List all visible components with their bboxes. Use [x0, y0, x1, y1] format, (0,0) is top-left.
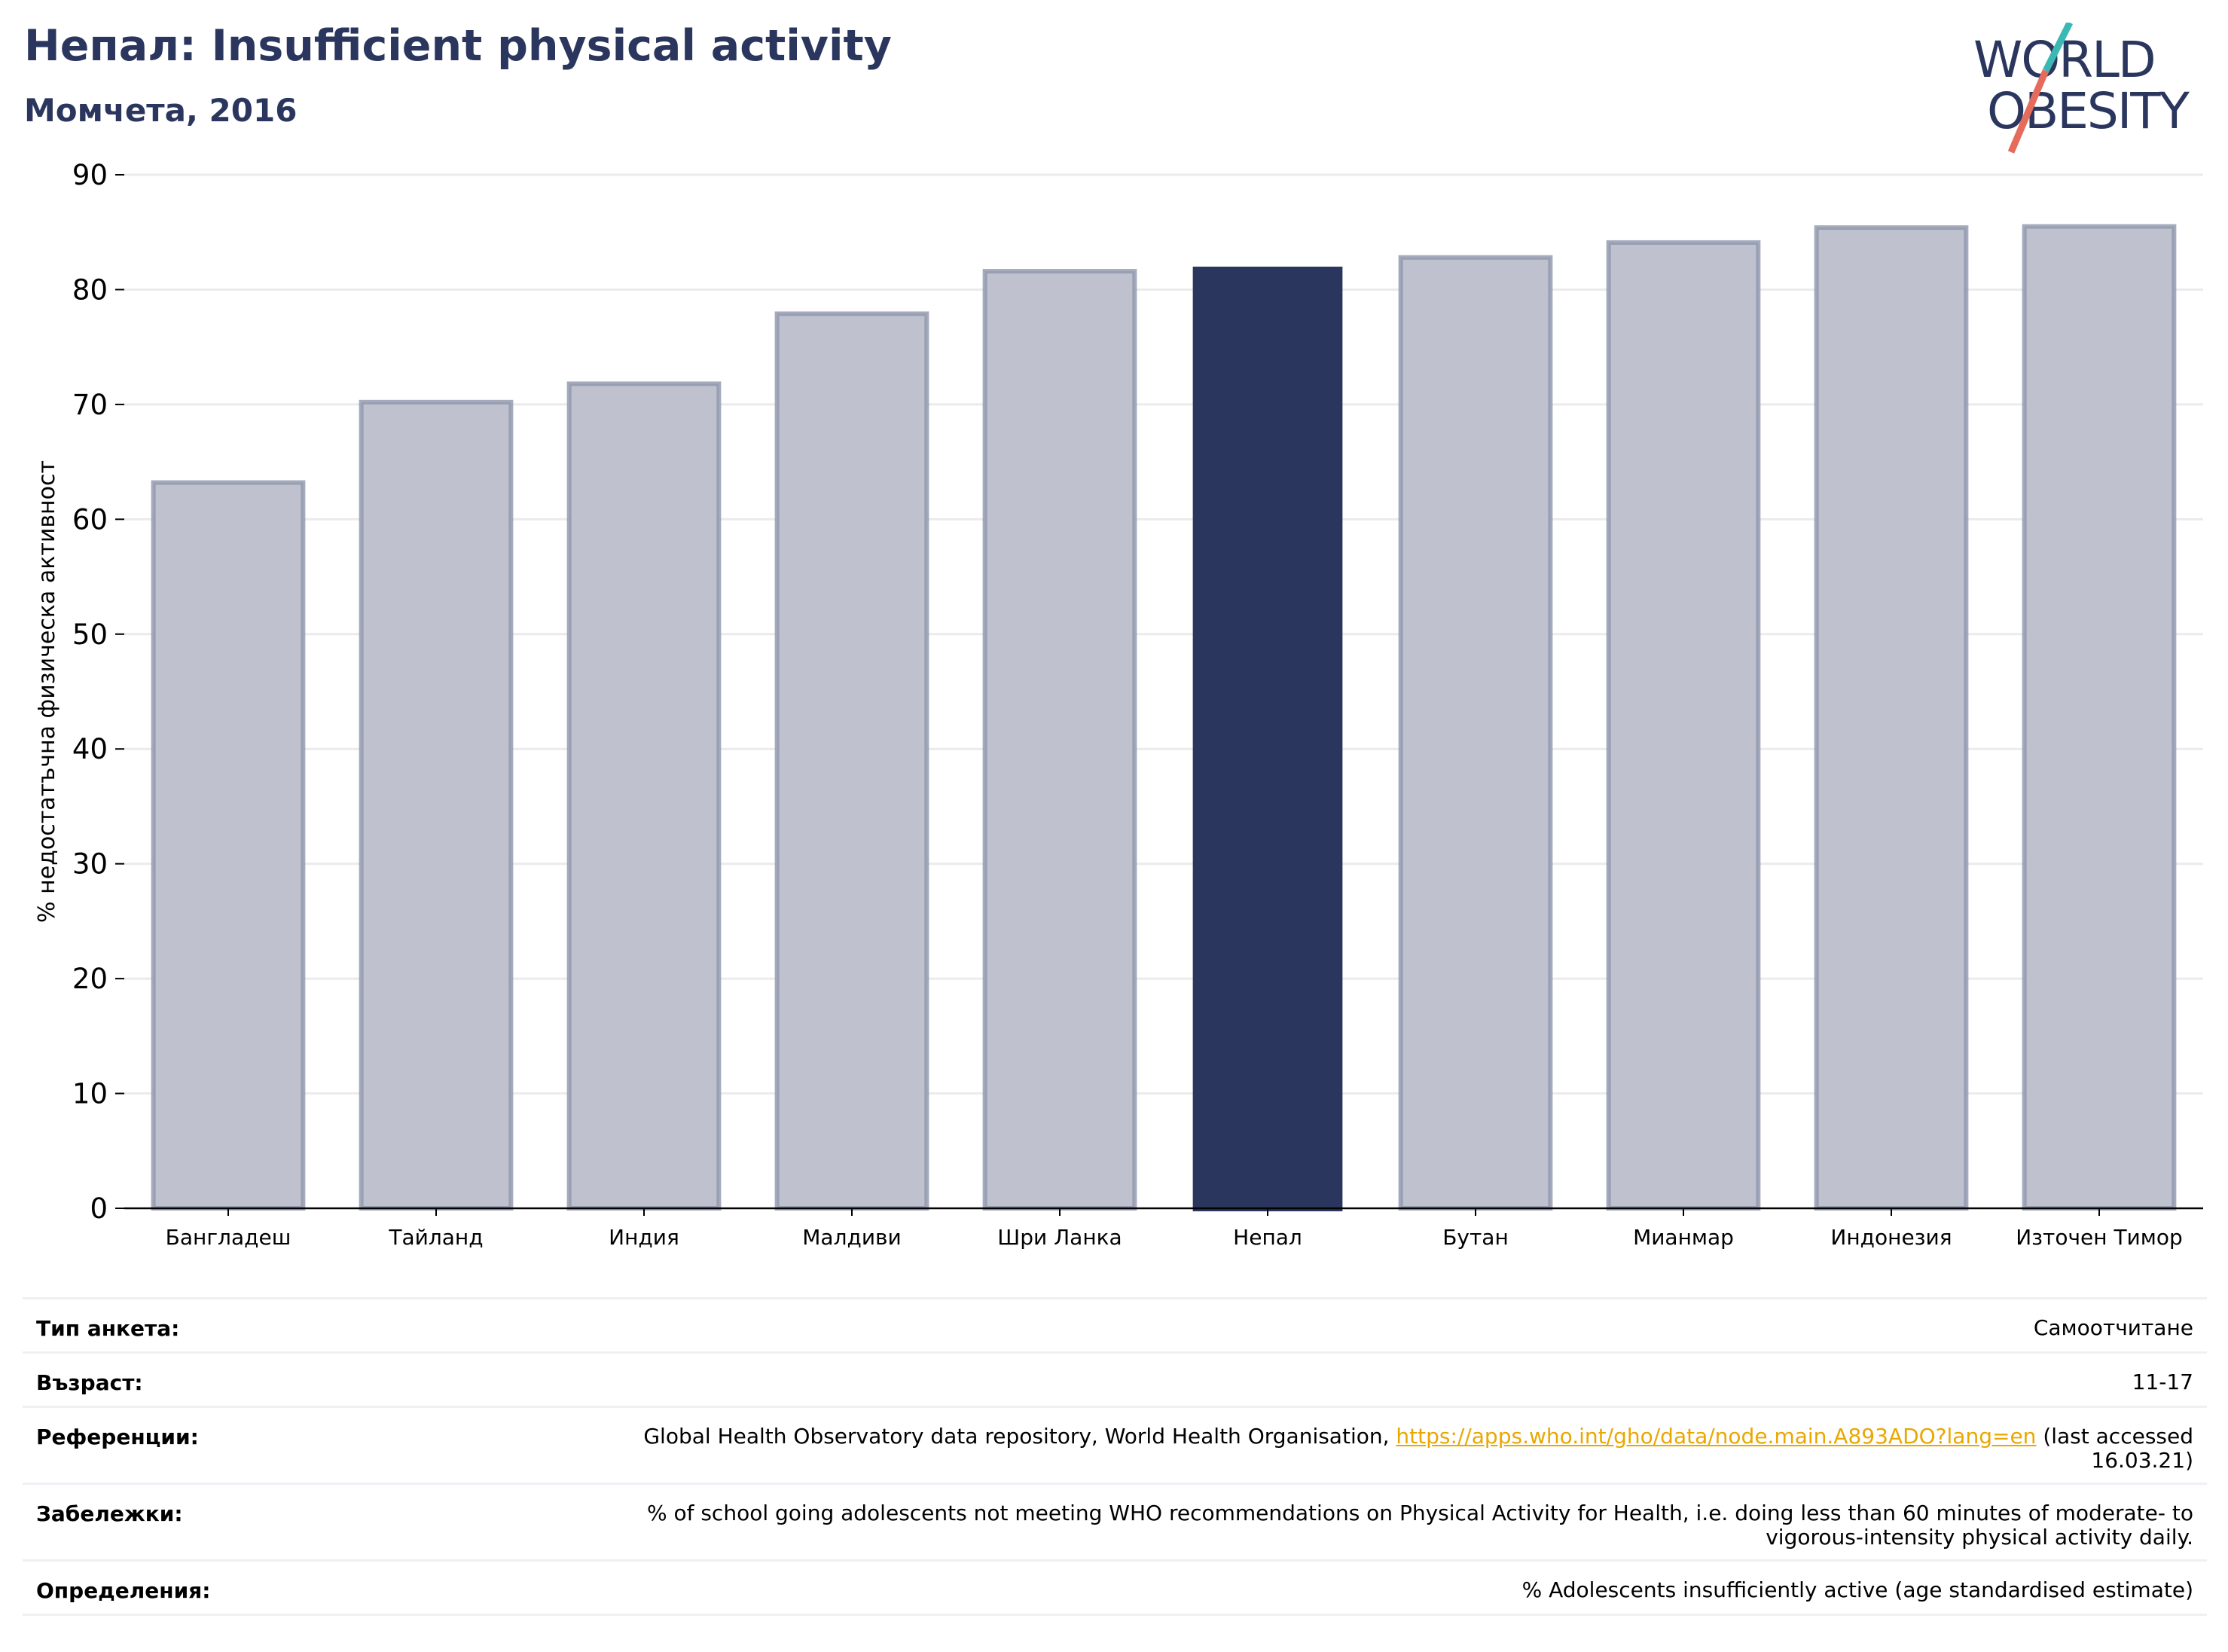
references-label: Референции: [36, 1425, 199, 1449]
bar-5 [982, 269, 1137, 1211]
info-row-definitions: Определения: % Adolescents insufficientl… [23, 1562, 2207, 1616]
x-tick-label: Индонезия [1830, 1225, 1952, 1250]
y-tick-label: 60 [72, 503, 108, 536]
axes: 0 10 20 30 40 50 60 70 80 90 Бангладеш Тайланд Индия… [72, 159, 2203, 1250]
bars [151, 224, 2177, 1211]
bar-7 [1398, 255, 1553, 1211]
references-accessed: (last accessed 16.03.21) [2036, 1424, 2193, 1473]
x-tick-label: Бангладеш [166, 1225, 291, 1250]
x-tick-label: Източен Тимор [2016, 1225, 2183, 1250]
y-axis-label: % недостатъчна физическа активност [34, 460, 60, 923]
y-tick-label: 0 [90, 1192, 108, 1225]
y-tick-label: 80 [72, 273, 108, 306]
bar-2 [359, 399, 514, 1211]
logo-slash-bottom [2007, 69, 2049, 154]
y-tick-label: 50 [72, 618, 108, 651]
x-tick-label: Малдиви [802, 1225, 901, 1250]
bar-1 [151, 480, 306, 1211]
bar-10 [2022, 224, 2177, 1211]
definitions-value: % Adolescents insufficiently active (age… [1521, 1577, 2193, 1602]
bar-6 [1192, 266, 1343, 1211]
x-tick-label: Мианмар [1633, 1225, 1734, 1250]
page-title: Непал: Insufficient physical activity [24, 21, 892, 71]
world-obesity-logo: WORLD OBESITY [1973, 23, 2192, 154]
bar-8 [1606, 240, 1761, 1211]
info-row-references: Референции: Global Health Observatory da… [23, 1408, 2207, 1485]
x-tick-label: Шри Ланка [997, 1225, 1122, 1250]
bar-3 [566, 381, 722, 1211]
y-tick-label: 40 [72, 733, 108, 765]
survey-type-value: Самоотчитане [2033, 1315, 2193, 1340]
notes-label: Забележки: [36, 1501, 183, 1526]
age-label: Възраст: [36, 1370, 143, 1395]
bar-chart: 0 10 20 30 40 50 60 70 80 90 Бангладеш Тайланд Индия… [34, 159, 2203, 1250]
x-tick-label: Тайланд [388, 1225, 483, 1250]
x-tick-label: Непал [1233, 1225, 1302, 1250]
info-row-survey-type: Тип анкета: Самоотчитане [23, 1299, 2207, 1354]
y-tick-label: 90 [72, 159, 108, 191]
definitions-label: Определения: [36, 1578, 211, 1603]
notes-value: % of school going adolescents not meetin… [646, 1501, 2193, 1550]
references-value: Global Health Observatory data repositor… [642, 1425, 2193, 1473]
y-tick-label: 20 [72, 963, 108, 995]
bar-9 [1814, 225, 1969, 1211]
info-row-notes: Забележки: % of school going adolescents… [23, 1485, 2207, 1562]
survey-type-label: Тип анкета: [36, 1316, 180, 1341]
info-row-age: Възраст: 11-17 [23, 1354, 2207, 1408]
x-tick-label: Бутан [1442, 1225, 1509, 1250]
y-tick-label: 70 [72, 389, 108, 421]
info-table: Тип анкета: Самоотчитане Възраст: 11-17 … [23, 1297, 2207, 1616]
x-tick-label: Индия [609, 1225, 679, 1250]
page-subtitle: Момчета, 2016 [24, 92, 298, 129]
references-link[interactable]: https://apps.who.int/gho/data/node.main.… [1396, 1424, 2037, 1449]
logo-text-world: WORLD [1973, 31, 2155, 89]
references-text: Global Health Observatory data repositor… [643, 1424, 1396, 1449]
y-tick-label: 30 [72, 848, 108, 881]
bar-4 [774, 311, 929, 1211]
age-value: 11-17 [2132, 1370, 2193, 1394]
y-tick-label: 10 [72, 1078, 108, 1110]
logo-slash-top [2042, 23, 2074, 73]
